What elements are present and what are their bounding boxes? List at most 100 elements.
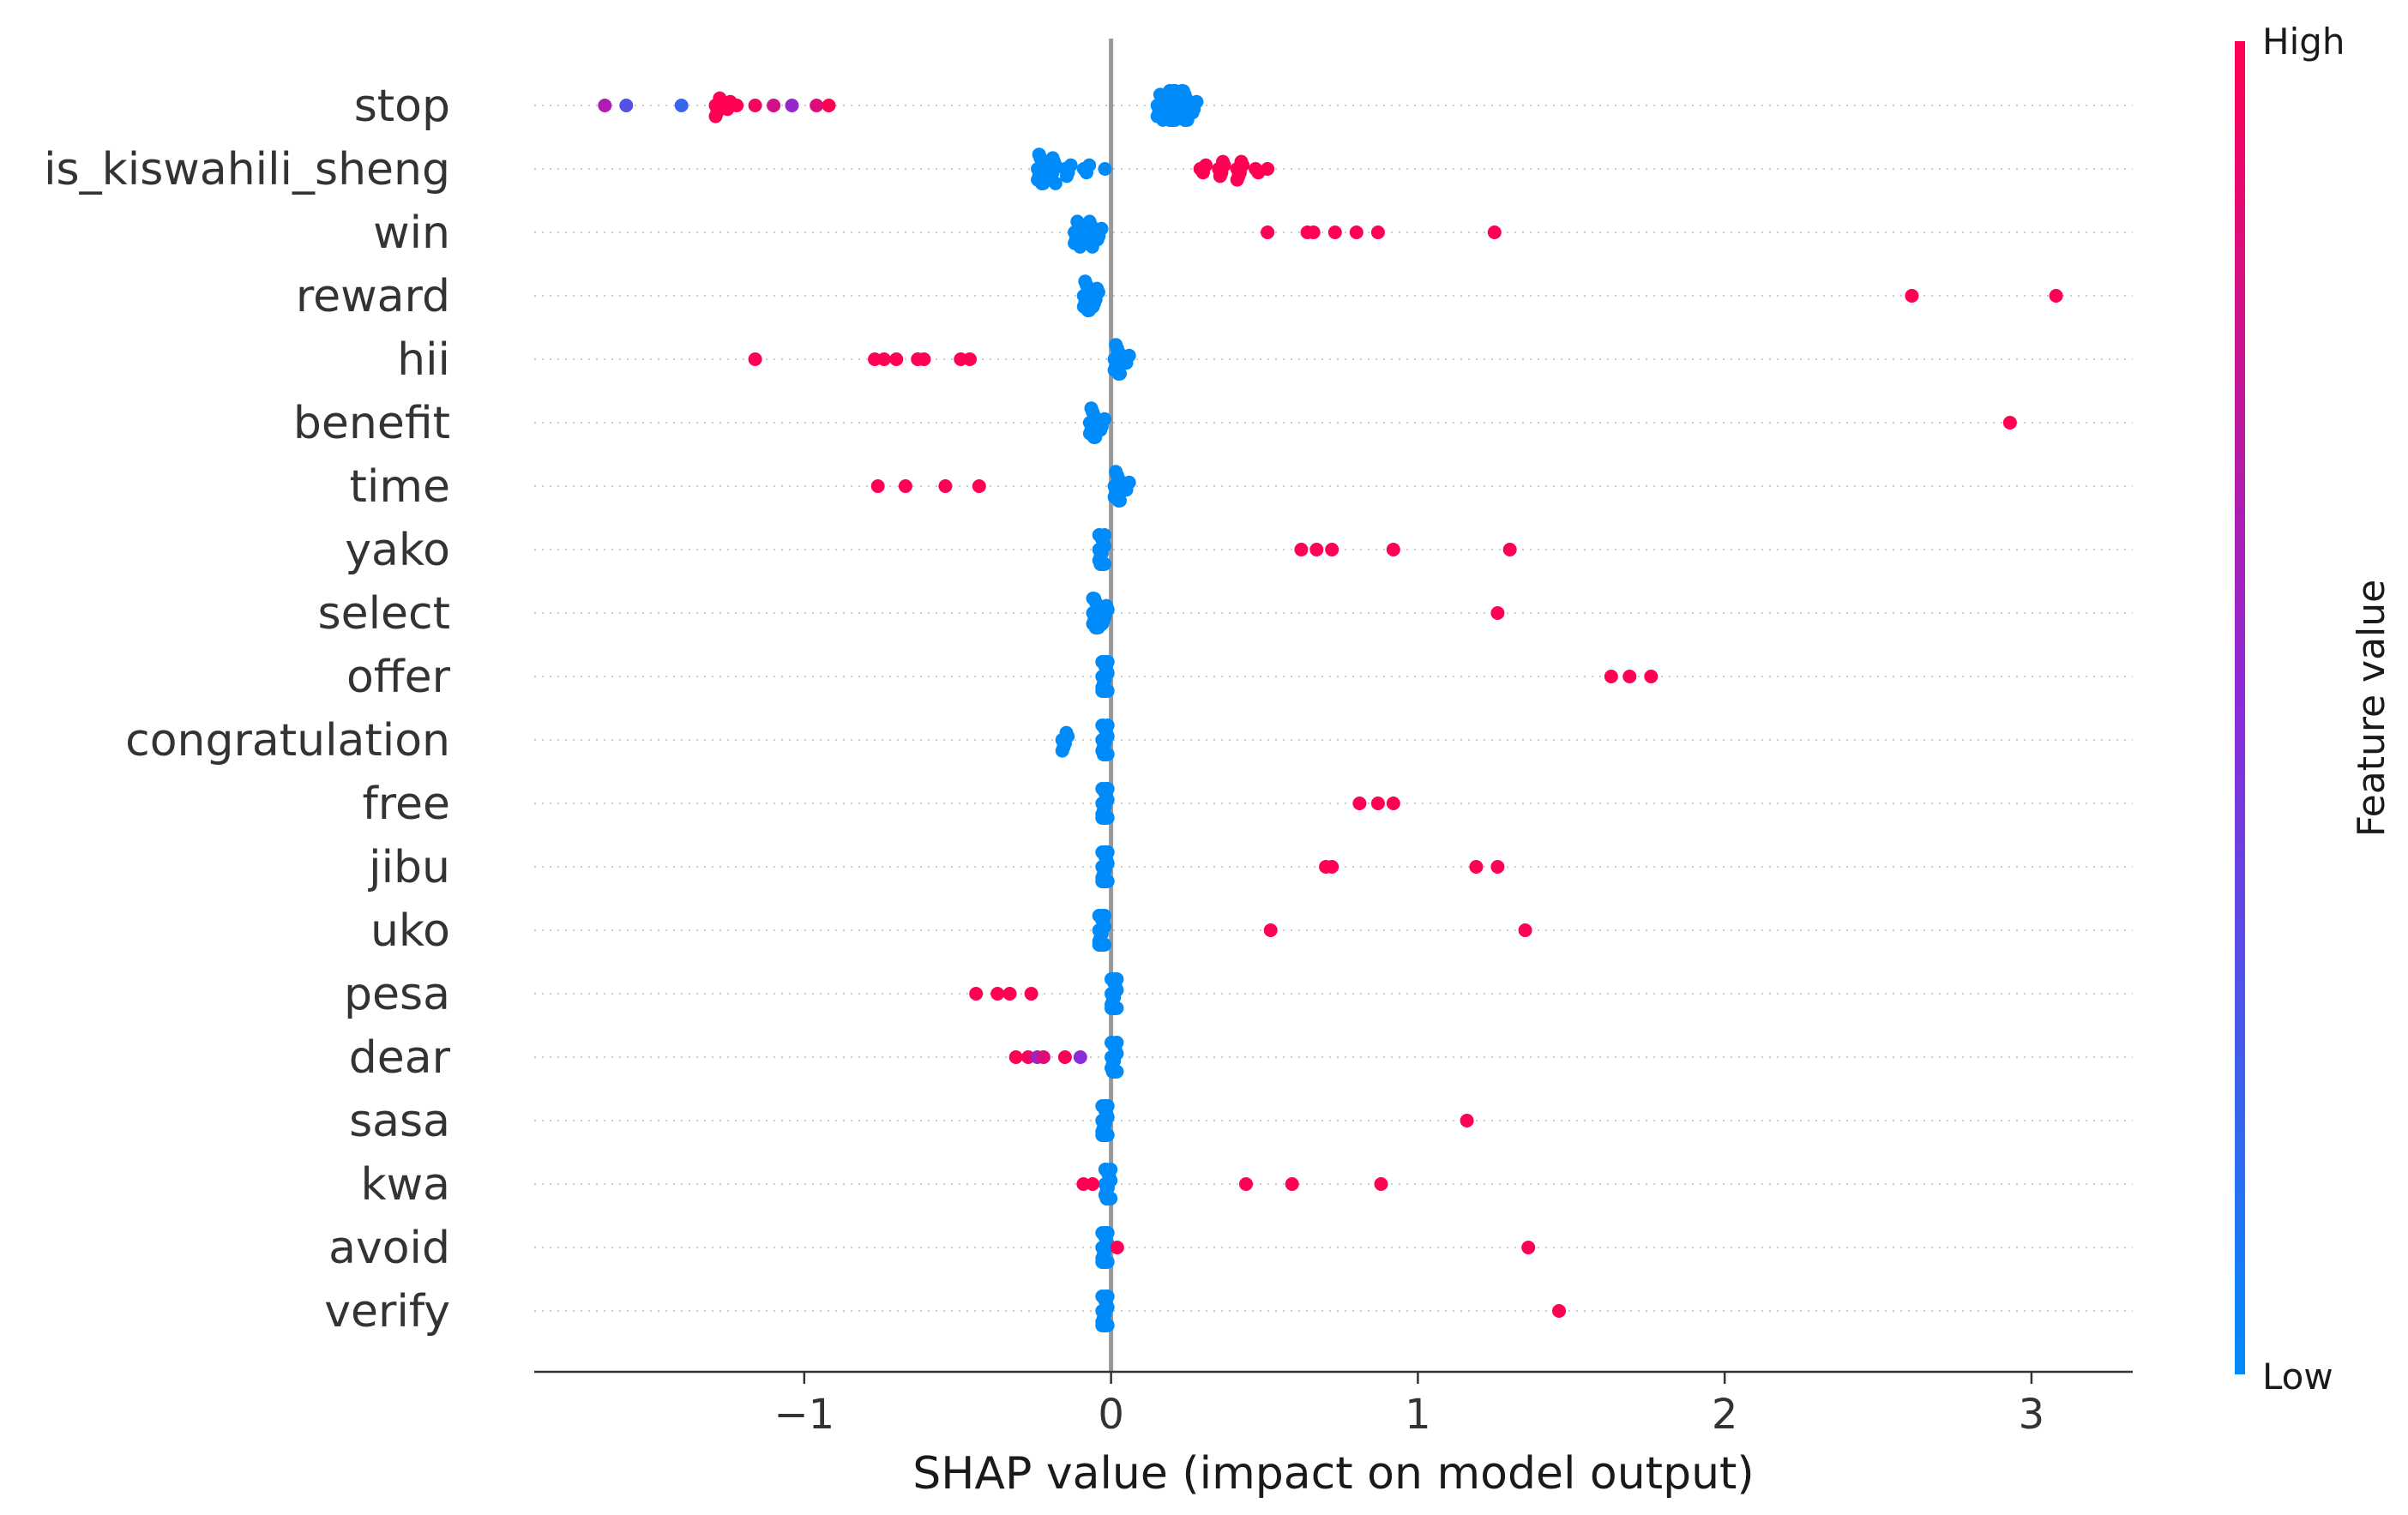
feature-points-jibu — [1095, 845, 1505, 888]
shap-point — [1082, 214, 1097, 229]
shap-point — [1521, 1241, 1536, 1254]
colorbar-high-label: High — [2262, 21, 2345, 63]
feature-points-stop — [598, 84, 1204, 127]
shap-point — [1078, 274, 1093, 289]
shap-point — [1370, 797, 1385, 810]
shap-point — [1469, 860, 1484, 874]
feature-label-avoid: avoid — [328, 1223, 450, 1274]
shap-point — [1055, 743, 1069, 758]
shap-point — [1105, 1065, 1120, 1079]
feature-points-reward — [1076, 274, 2063, 317]
shap-point — [1024, 987, 1038, 1001]
shap-point — [1063, 158, 1078, 172]
shap-point — [889, 352, 904, 366]
x-axis-title: SHAP value (impact on model output) — [912, 1448, 1754, 1500]
shap-point — [1036, 1050, 1050, 1064]
shap-point — [785, 99, 799, 112]
shap-point — [1110, 1036, 1124, 1049]
shap-point — [1095, 616, 1110, 631]
shap-point — [876, 352, 891, 366]
shap-point — [767, 99, 781, 112]
shap-point — [972, 479, 986, 493]
shap-point — [1082, 158, 1097, 172]
feature-points-congratulation — [1055, 718, 1115, 761]
shap-point — [1095, 1128, 1110, 1142]
shap-point — [2049, 289, 2063, 303]
shap-point — [2002, 416, 2017, 430]
shap-point — [1111, 367, 1126, 381]
shap-point — [1604, 670, 1618, 683]
shap-point — [1349, 225, 1364, 239]
feature-label-benefit: benefit — [293, 398, 450, 449]
shap-point — [1096, 909, 1111, 923]
shap-point — [1109, 465, 1123, 479]
shap-point — [1057, 1050, 1072, 1064]
colorbar: High Low Feature value — [2235, 21, 2393, 1398]
x-tick-label: 2 — [1712, 1391, 1738, 1439]
feature-label-stop: stop — [354, 81, 450, 132]
shap-point — [963, 352, 977, 366]
x-tick-label: −1 — [774, 1391, 834, 1439]
colorbar-gradient — [2235, 41, 2245, 1374]
shap-point — [1086, 1177, 1100, 1191]
shap-point — [1352, 797, 1367, 810]
shap-point — [1098, 528, 1112, 542]
shap-point — [1095, 1319, 1110, 1332]
shap-point — [1111, 494, 1126, 508]
shap-point — [1552, 1304, 1566, 1318]
shap-point — [1622, 670, 1637, 683]
shap-point — [1490, 860, 1505, 874]
feature-label-verify: verify — [324, 1286, 450, 1338]
shap-point — [1386, 797, 1400, 810]
feature-label-free: free — [362, 779, 450, 830]
shap-point — [1099, 1192, 1114, 1205]
feature-label-reward: reward — [296, 271, 450, 322]
shap-point — [810, 99, 824, 112]
x-tick-label: 3 — [2019, 1391, 2045, 1439]
shap-point — [1199, 158, 1213, 172]
shap-point — [990, 987, 1005, 1001]
shap-point — [969, 987, 984, 1001]
shap-point — [1090, 281, 1105, 296]
shap-point — [1095, 875, 1110, 888]
shap-point — [598, 99, 612, 112]
shap-point — [1239, 1177, 1253, 1191]
shap-point — [1294, 543, 1309, 556]
feature-label-jibu: jibu — [368, 842, 450, 893]
shap-point — [1502, 543, 1517, 556]
shap-point — [1104, 1163, 1118, 1176]
shap-point — [1095, 684, 1110, 698]
shap-point — [938, 479, 953, 493]
shap-point — [822, 99, 836, 112]
shap-point — [1261, 225, 1275, 239]
feature-points-dear — [1008, 1036, 1124, 1079]
shap-point — [1213, 169, 1227, 183]
feature-points-benefit — [1082, 401, 2017, 444]
shap-point — [1008, 1050, 1023, 1064]
shap-point — [1086, 299, 1100, 314]
feature-label-uko: uko — [370, 905, 450, 957]
shap-point — [1185, 105, 1200, 120]
shap-point — [1175, 84, 1189, 98]
feature-points-offer — [1095, 655, 1659, 698]
feature-label-is_kiswahili_sheng: is_kiswahili_sheng — [44, 144, 450, 195]
x-tick-label: 1 — [1405, 1391, 1431, 1439]
shap-point — [1285, 1177, 1299, 1191]
shap-point — [1090, 232, 1105, 247]
shap-point — [1094, 221, 1109, 236]
shap-point — [1048, 176, 1063, 190]
shap-point — [1905, 289, 1919, 303]
feature-label-kwa: kwa — [360, 1159, 450, 1211]
feature-label-congratulation: congratulation — [125, 715, 450, 767]
feature-points-sasa — [1095, 1099, 1474, 1142]
shap-points — [598, 84, 2063, 1332]
shap-point — [1325, 860, 1339, 874]
shap-point — [917, 352, 931, 366]
colorbar-title: Feature value — [2350, 580, 2393, 837]
feature-points-avoid — [1095, 1226, 1536, 1269]
shap-point — [1216, 154, 1230, 169]
shap-point — [674, 99, 689, 112]
feature-points-kwa — [1076, 1163, 1388, 1205]
shap-point — [1306, 225, 1321, 239]
shap-point — [1092, 938, 1106, 952]
